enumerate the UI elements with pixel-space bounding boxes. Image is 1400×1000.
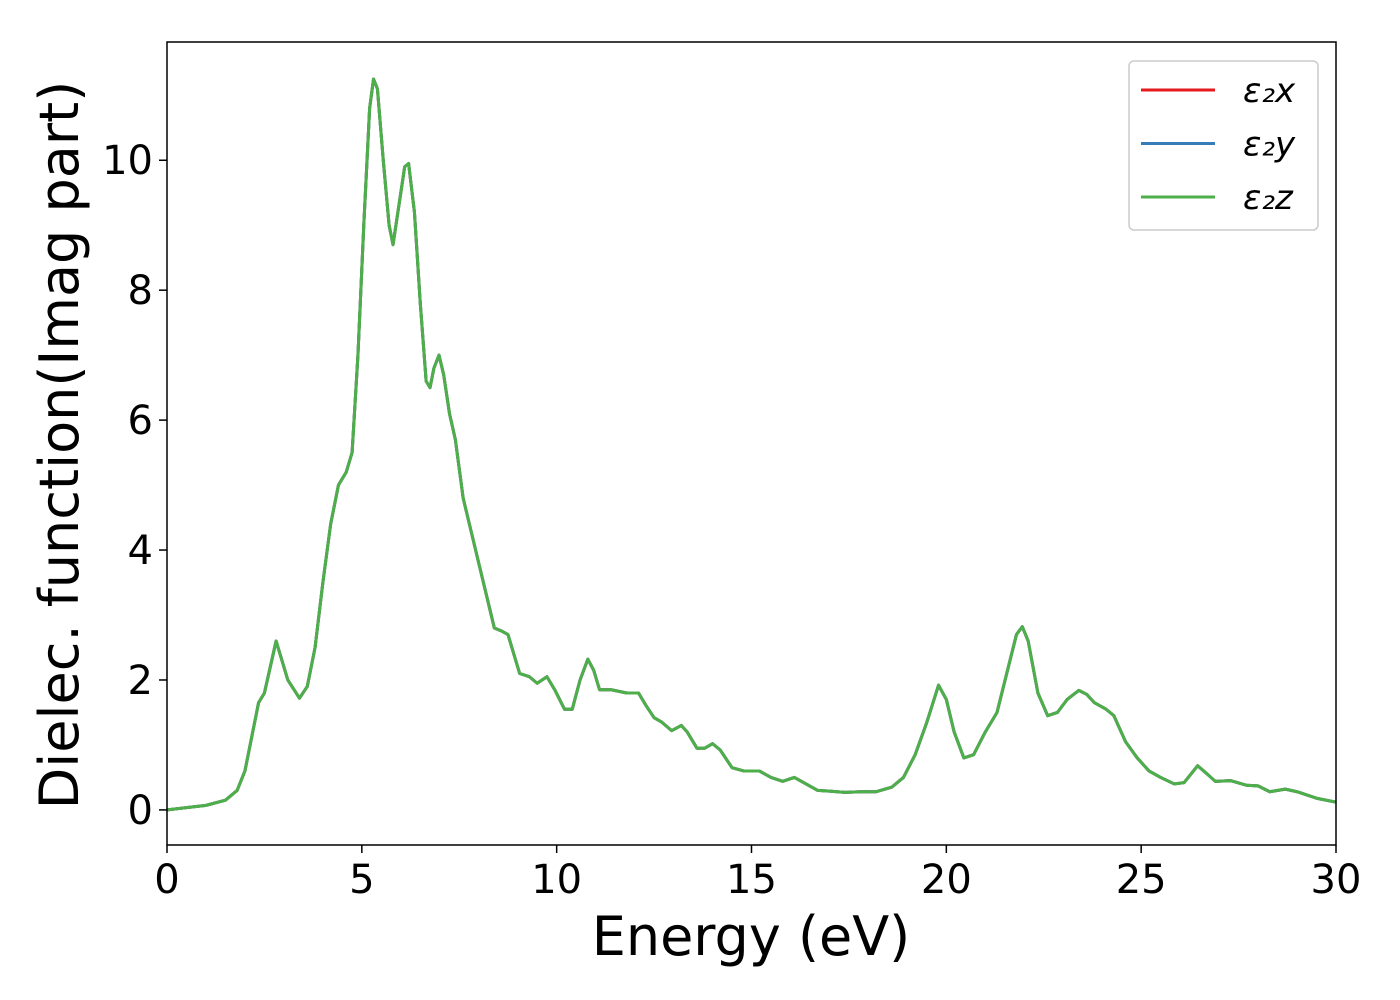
- x-tick-label: 5: [349, 857, 374, 903]
- y-tick-label: 10: [102, 138, 153, 184]
- x-tick-label: 15: [726, 857, 777, 903]
- series-line: [167, 77, 1336, 812]
- y-tick-label: 0: [128, 788, 153, 834]
- y-tick-label: 4: [128, 528, 153, 574]
- y-tick-label: 8: [128, 268, 153, 314]
- x-tick-label: 0: [154, 857, 179, 903]
- legend-label: ε₂z: [1243, 178, 1294, 218]
- y-tick-label: 2: [128, 658, 153, 704]
- plot-frame: [166, 41, 1337, 846]
- x-axis-label: Energy (eV): [592, 905, 911, 968]
- legend-label: ε₂x: [1243, 71, 1296, 111]
- x-tick-label: 25: [1116, 857, 1167, 903]
- legend-box: [1128, 60, 1319, 231]
- x-tick-label: 10: [531, 857, 582, 903]
- y-axis-label: Dielec. function(Imag part): [28, 81, 91, 810]
- x-tick-label: 20: [921, 857, 972, 903]
- legend-label: ε₂y: [1243, 125, 1296, 165]
- y-tick-label: 6: [128, 398, 153, 444]
- x-tick-label: 30: [1311, 857, 1362, 903]
